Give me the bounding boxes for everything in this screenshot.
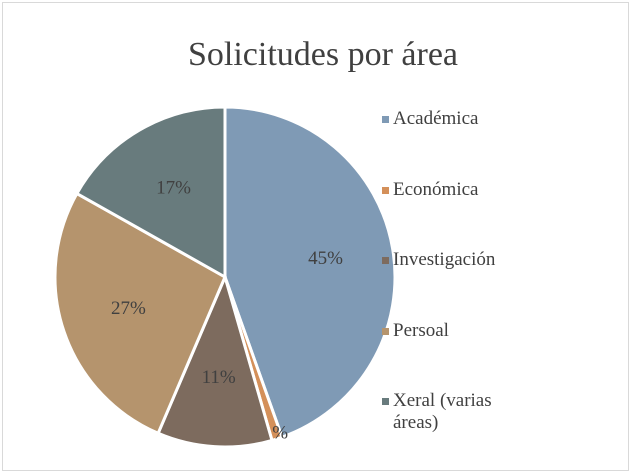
legend-swatch <box>382 327 389 335</box>
pie-slice <box>223 105 397 440</box>
legend-swatch <box>382 398 389 405</box>
pie-slice <box>74 105 227 280</box>
legend-swatch <box>382 257 389 264</box>
data-label: 11% <box>202 367 236 388</box>
data-label: 17% <box>156 177 191 198</box>
legend-label: Investigación <box>393 249 496 270</box>
legend-item: Investigación <box>382 249 517 271</box>
legend-item: Académica <box>382 108 517 130</box>
legend-label: Xeral (varias áreas) <box>393 390 492 433</box>
legend-label: Persoal <box>393 319 449 341</box>
legend-swatch <box>382 186 389 194</box>
legend-item: Económica <box>382 179 517 201</box>
legend-label: Económica <box>393 178 479 200</box>
legend-label: Académica <box>393 108 479 129</box>
legend-item: Xeral (varias áreas) <box>382 390 517 434</box>
legend-swatch <box>382 116 389 123</box>
data-label: 45% <box>308 248 343 269</box>
chart-title: Solicitudes por área <box>188 36 458 73</box>
data-label: 27% <box>111 298 146 319</box>
pie-slice <box>156 272 274 449</box>
legend-item: Persoal <box>382 320 517 342</box>
